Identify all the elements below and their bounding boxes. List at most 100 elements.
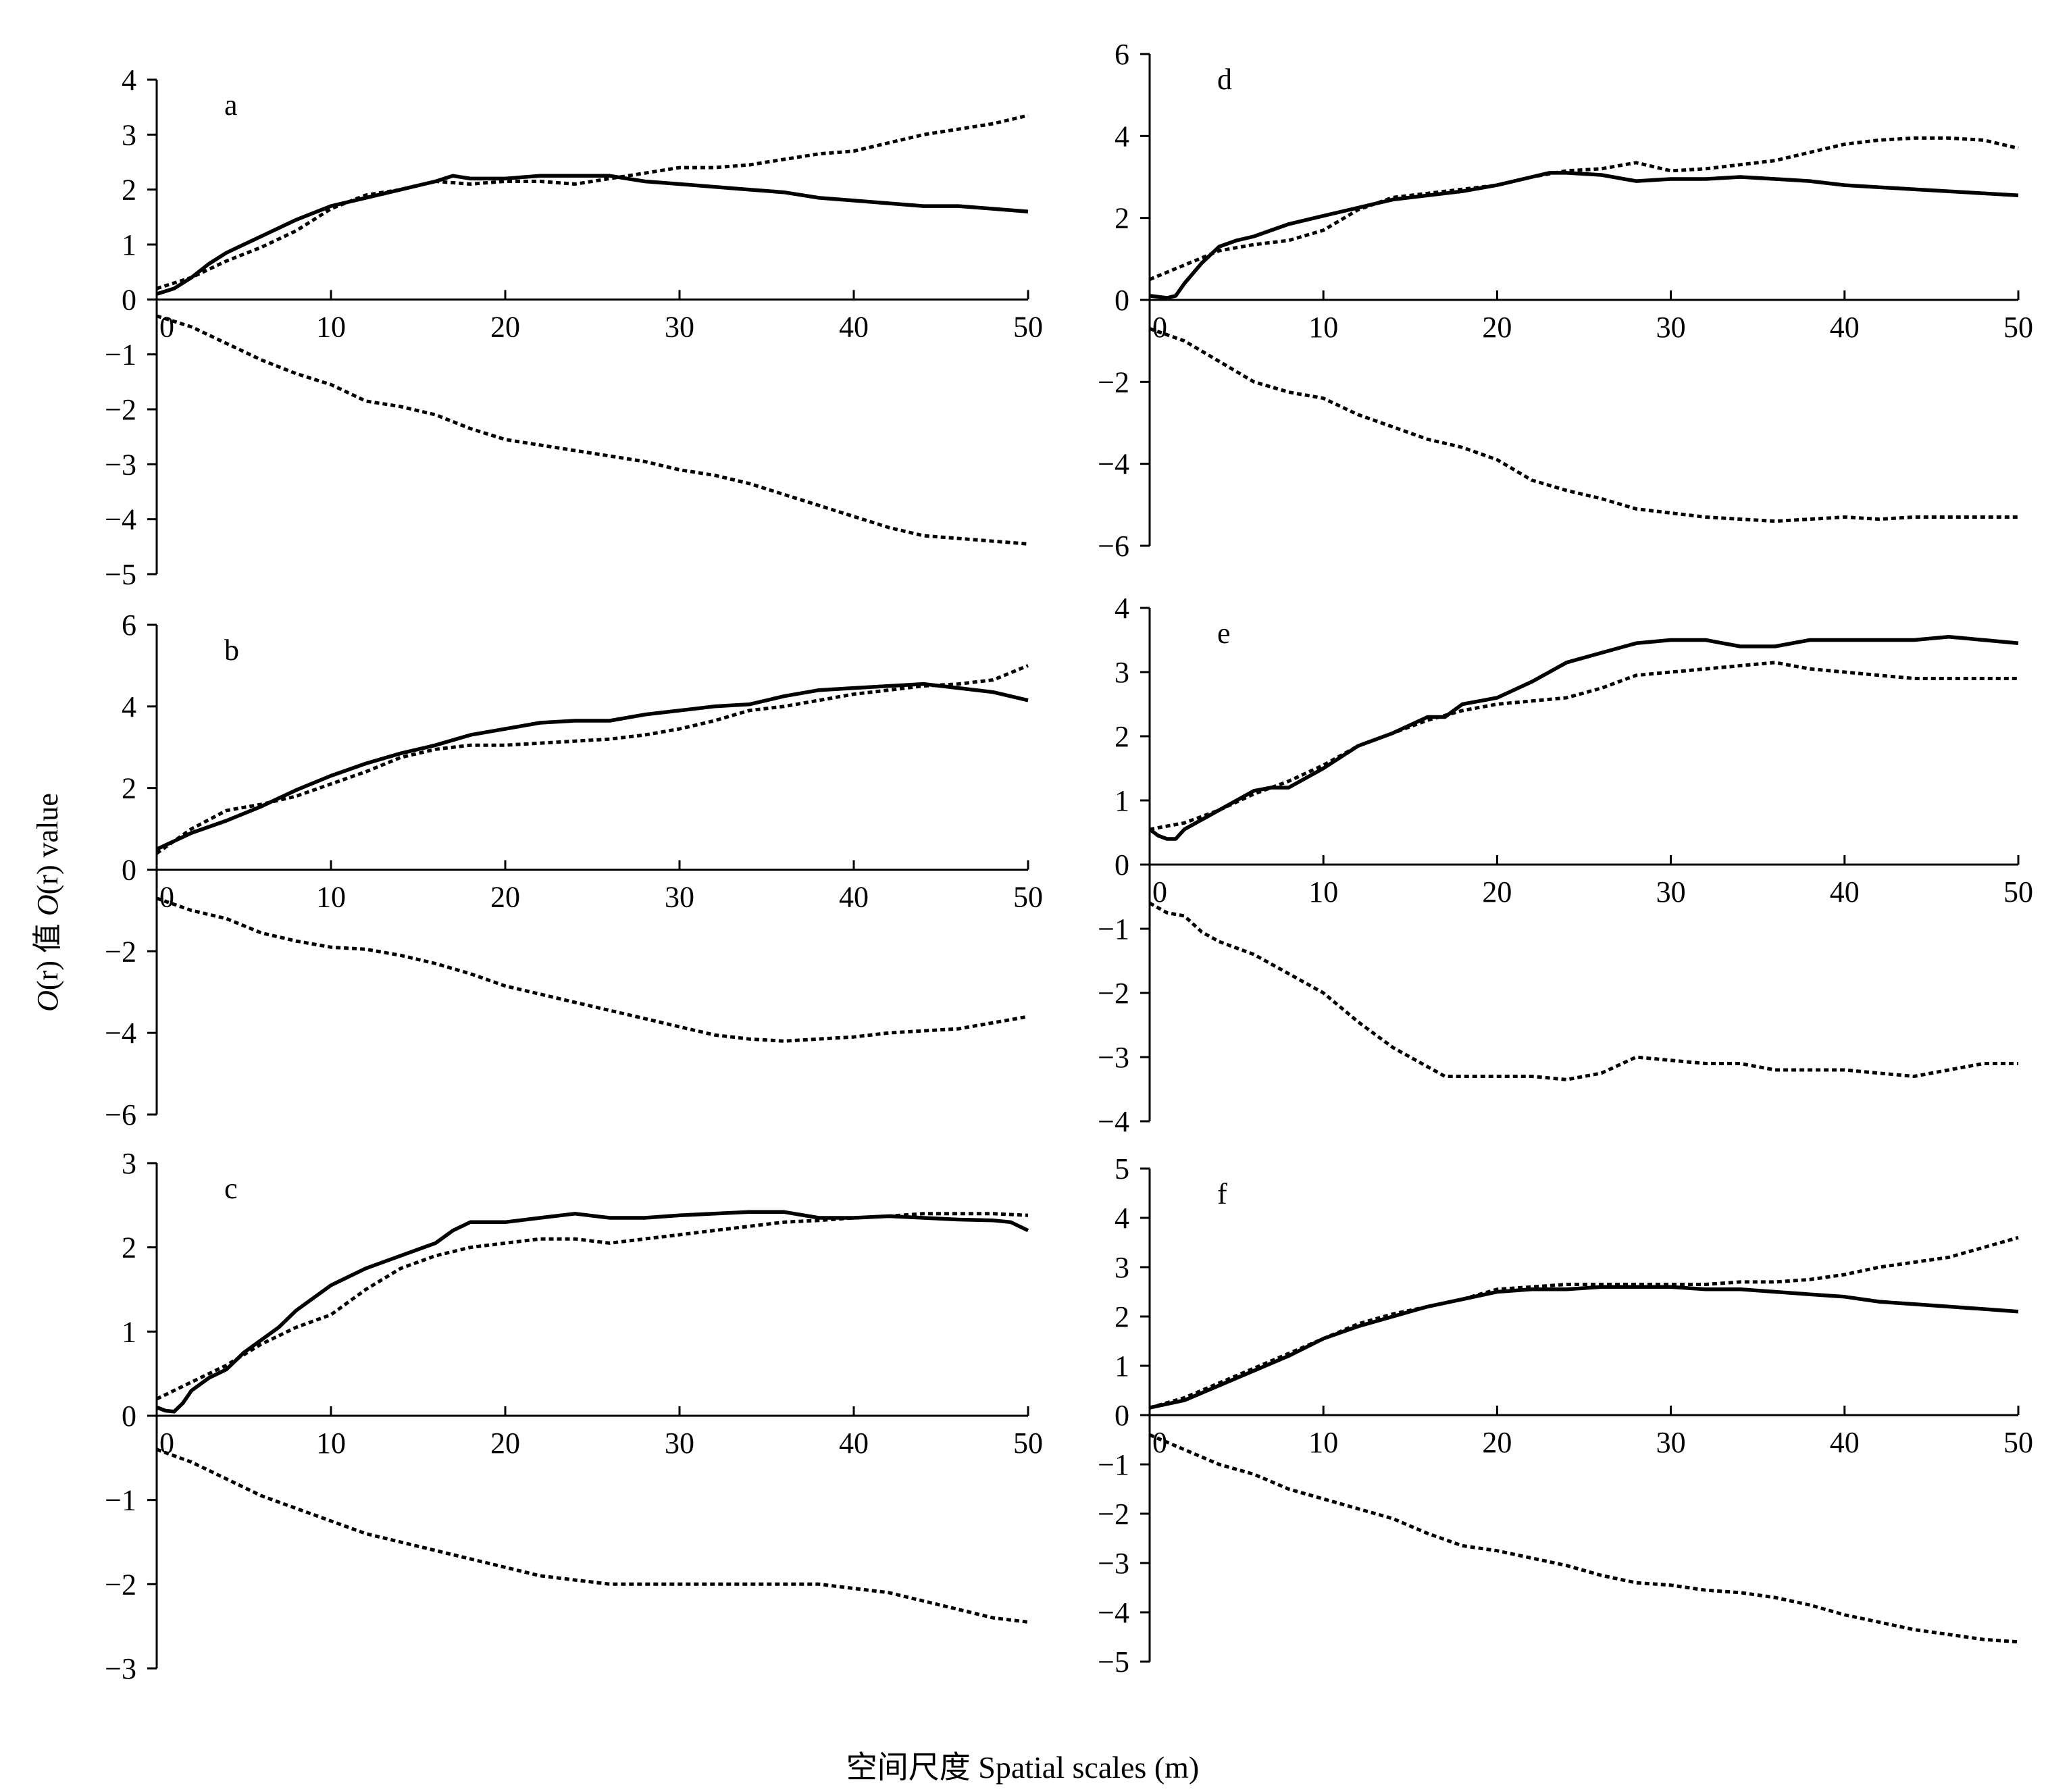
y-tick-label: 3 [1115,1251,1129,1284]
y-tick-label: 1 [1115,784,1129,817]
x-tick-label: 0 [1152,875,1167,908]
y-tick-label: 4 [1115,592,1129,625]
x-tick-label: 50 [2003,1426,2033,1459]
y-tick-label: −2 [105,935,136,968]
y-tick-label: 0 [1115,284,1129,317]
y-tick-label: −2 [105,393,136,426]
x-tick-label: 0 [159,1427,174,1460]
y-tick-label: 0 [122,854,136,887]
x-tick-label: 40 [839,310,869,343]
x-tick-label: 30 [665,310,694,343]
x-tick-label: 40 [1830,1426,1860,1459]
series-line-dotted-1 [156,113,1029,290]
series-line-solid-0 [155,682,1029,851]
y-tick-label: 2 [1115,1300,1129,1333]
series-line-dotted-1 [155,1212,1029,1401]
panel-label-c: c [224,1172,238,1205]
y-tick-label: −3 [105,1652,136,1685]
y-tick-label: −1 [105,1484,136,1517]
y-tick-label: −4 [1098,448,1129,481]
series-line-dotted-1 [1149,661,2018,831]
y-tick-label: −2 [1098,365,1129,399]
y-tick-label: −4 [105,503,136,536]
x-tick-label: 30 [665,881,694,914]
series-line-dotted-2 [1149,1433,2019,1644]
y-tick-label: −3 [1098,1547,1129,1580]
x-tick-label: 20 [1482,1426,1512,1459]
y-tick-label: 2 [122,1231,136,1264]
y-tick-label: 2 [1115,720,1129,753]
x-tick-label: 10 [316,1427,346,1460]
x-tick-label: 40 [839,1427,869,1460]
x-tick-label: 40 [839,881,869,914]
series-line-dotted-2 [156,896,1029,1043]
y-tick-label: −1 [105,338,136,372]
y-axis-label-italic-o2: O [31,894,64,917]
series-line-dotted-2 [156,314,1029,546]
series-line-dotted-2 [156,1448,1029,1624]
y-tick-label: 3 [122,118,136,151]
y-tick-label: −4 [1098,1105,1129,1138]
x-axis-label: 空间尺度 Spatial scales (m) [846,1750,1200,1785]
series-line-solid-0 [1149,171,2019,300]
x-tick-label: 30 [665,1427,694,1460]
y-axis-label-sep [31,916,64,923]
y-tick-label: 4 [122,690,136,723]
y-tick-label: 4 [1115,1202,1129,1235]
y-tick-label: −1 [1098,1448,1129,1481]
x-tick-label: 0 [1152,311,1167,344]
x-tick-label: 20 [490,310,520,343]
y-tick-label: 2 [122,174,136,207]
x-tick-label: 20 [490,1427,520,1460]
x-tick-label: 10 [316,310,346,343]
x-tick-label: 10 [1308,1426,1338,1459]
x-tick-label: 50 [2003,311,2033,344]
series-line-dotted-1 [155,664,1029,855]
y-tick-label: 2 [122,772,136,805]
series-line-solid-0 [1149,1285,2019,1410]
series-line-dotted-1 [1149,136,2019,282]
y-axis-label-italic-o: O [31,990,64,1012]
series-line-dotted-2 [1149,327,2018,523]
y-tick-label: −3 [1098,1041,1129,1074]
x-tick-label: 20 [490,881,520,914]
y-tick-label: 6 [122,609,136,642]
x-tick-label: 0 [159,881,174,914]
x-tick-label: 50 [1013,881,1043,914]
series-line-solid-0 [1148,635,2019,841]
y-tick-label: 0 [1115,1399,1129,1432]
y-tick-label: −4 [1098,1596,1129,1629]
x-tick-label: 10 [1308,311,1338,344]
x-tick-label: 50 [1013,310,1043,343]
panel-label-e: e [1217,617,1231,650]
series-line-dotted-1 [1149,1235,2019,1410]
y-tick-label: 3 [122,1147,136,1180]
x-tick-label: 10 [316,881,346,914]
y-tick-label: 6 [1115,38,1129,71]
y-tick-label: 5 [1115,1152,1129,1185]
x-tick-label: 30 [1656,875,1686,908]
x-tick-label: 20 [1482,311,1512,344]
y-tick-label: 1 [122,1315,136,1348]
y-tick-label: 4 [1115,120,1129,153]
y-tick-label: 0 [122,283,136,316]
y-tick-label: 2 [1115,202,1129,235]
y-tick-label: 1 [1115,1350,1129,1383]
y-tick-label: −4 [105,1017,136,1050]
y-tick-label: −2 [105,1568,136,1601]
series-line-solid-0 [156,1210,1029,1414]
y-tick-label: −6 [105,1098,136,1131]
y-tick-label: −6 [1098,530,1129,563]
y-tick-label: 0 [1115,848,1129,881]
y-tick-label: −2 [1098,977,1129,1010]
y-tick-label: −5 [105,558,136,591]
panel-label-b: b [224,634,239,667]
y-tick-label: −5 [1098,1645,1129,1679]
